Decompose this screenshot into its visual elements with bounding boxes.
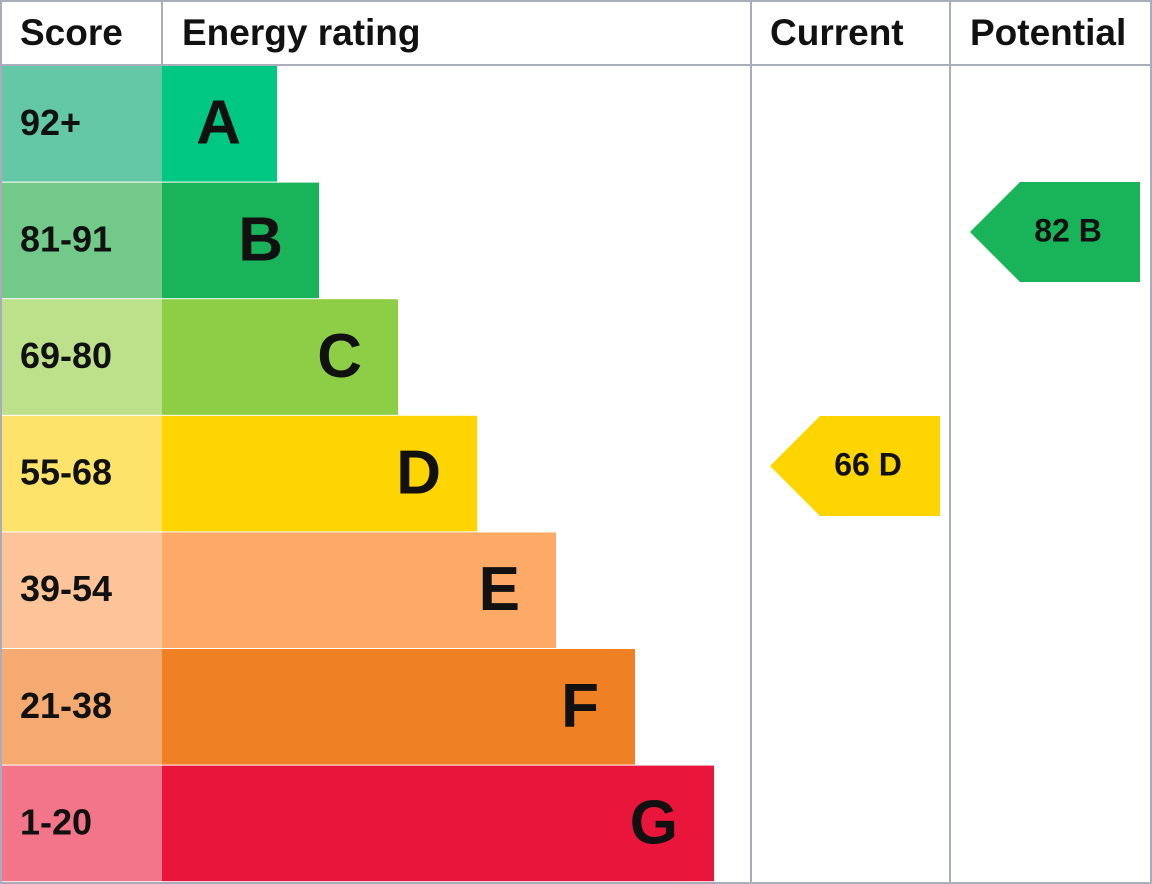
rating-bar bbox=[162, 415, 477, 532]
score-cell bbox=[0, 649, 162, 765]
rating-bar bbox=[162, 66, 277, 182]
score-cell bbox=[0, 299, 162, 415]
score-label: 92+ bbox=[20, 102, 81, 143]
score-label: 21-38 bbox=[20, 685, 112, 726]
score-cell bbox=[0, 415, 162, 532]
rating-letter: E bbox=[479, 555, 520, 624]
rating-bar bbox=[162, 649, 635, 765]
score-cell bbox=[0, 182, 162, 299]
score-label: 81-91 bbox=[20, 218, 112, 259]
header-score: Score bbox=[20, 12, 123, 53]
score-label: 69-80 bbox=[20, 335, 112, 376]
rating-bar bbox=[162, 299, 398, 415]
bands: 92+ A 81-91 B 69-80 C 55-68 D 39-54 E 21-38 F 1-20 G bbox=[0, 66, 714, 882]
score-label: 39-54 bbox=[20, 568, 112, 609]
rating-bar bbox=[162, 182, 319, 299]
rating-letter: B bbox=[238, 205, 283, 274]
score-label: 55-68 bbox=[20, 452, 112, 493]
potential-label: 82 B bbox=[1034, 212, 1102, 248]
header-current: Current bbox=[770, 12, 904, 53]
rating-letter: F bbox=[561, 672, 599, 741]
header-potential: Potential bbox=[970, 12, 1126, 53]
score-label: 1-20 bbox=[20, 801, 92, 842]
rating-bar bbox=[162, 532, 556, 648]
score-cell bbox=[0, 66, 162, 182]
rating-letter: G bbox=[630, 788, 678, 857]
potential-arrow bbox=[970, 182, 1140, 282]
rating-letter: A bbox=[196, 89, 241, 158]
current-label: 66 D bbox=[834, 446, 902, 482]
score-cell bbox=[0, 532, 162, 648]
score-cell bbox=[0, 765, 162, 882]
header-energy-rating: Energy rating bbox=[182, 12, 421, 53]
rating-letter: C bbox=[317, 322, 362, 391]
current-arrow bbox=[770, 416, 940, 516]
rating-letter: D bbox=[396, 438, 441, 507]
rating-bar bbox=[162, 765, 714, 882]
